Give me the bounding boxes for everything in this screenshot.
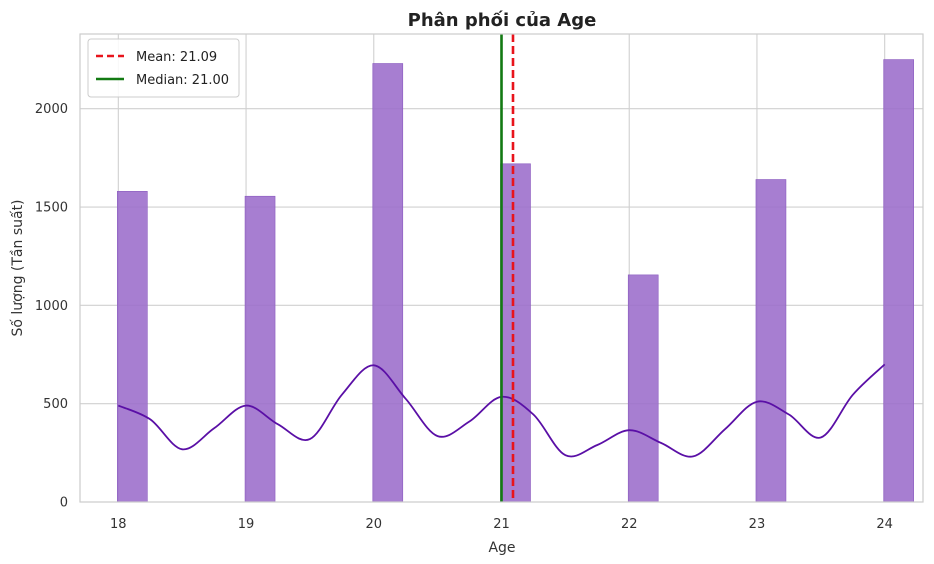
reference-lines bbox=[500, 34, 515, 502]
x-tick-labels: 18 19 20 21 22 23 24 bbox=[110, 517, 893, 532]
histogram-bars bbox=[117, 59, 914, 503]
legend-median-label: Median: 21.00 bbox=[136, 73, 229, 88]
legend: Mean: 21.09 Median: 21.00 bbox=[87, 38, 240, 98]
histogram-bar bbox=[500, 163, 531, 503]
y-tick-label: 1000 bbox=[35, 299, 68, 314]
histogram-bar bbox=[244, 195, 276, 503]
x-axis-label: Age bbox=[488, 540, 515, 556]
x-tick-label: 18 bbox=[110, 517, 127, 532]
y-tick-label: 500 bbox=[43, 397, 68, 412]
legend-box bbox=[87, 38, 240, 98]
x-tick-label: 21 bbox=[493, 517, 510, 532]
y-tick-label: 1500 bbox=[35, 201, 68, 216]
x-tick-label: 20 bbox=[365, 517, 382, 532]
y-tick-label: 2000 bbox=[35, 102, 68, 117]
y-tick-labels: 0 500 1000 1500 2000 bbox=[35, 102, 68, 510]
x-tick-label: 23 bbox=[749, 517, 766, 532]
histogram-bar bbox=[372, 63, 404, 503]
histogram-bar bbox=[883, 59, 914, 503]
x-tick-label: 22 bbox=[621, 517, 638, 532]
chart-title: Phân phối của Age bbox=[408, 10, 597, 31]
y-tick-label: 0 bbox=[60, 496, 68, 511]
legend-mean-label: Mean: 21.09 bbox=[136, 50, 217, 65]
histogram-bar bbox=[755, 179, 787, 503]
plot-frame bbox=[79, 33, 924, 503]
y-axis-label: Số lượng (Tần suất) bbox=[9, 199, 26, 336]
x-tick-label: 19 bbox=[238, 517, 255, 532]
histogram-bar bbox=[117, 191, 148, 503]
histogram-bar bbox=[627, 274, 659, 503]
x-tick-label: 24 bbox=[876, 517, 893, 532]
